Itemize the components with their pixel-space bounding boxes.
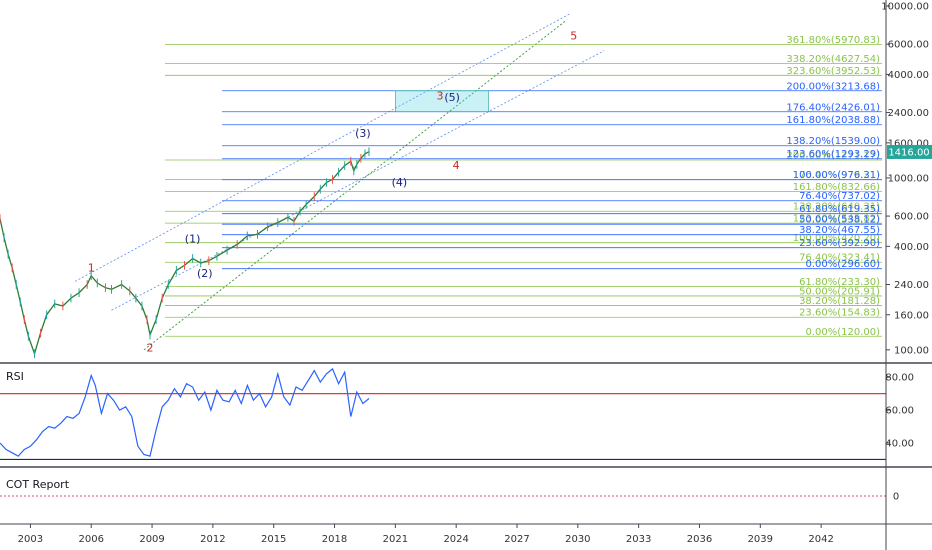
price-axis-label: 600.00: [894, 212, 929, 223]
time-axis-label: 2030: [565, 534, 590, 545]
fib-level-label: 38.20%(467.55): [799, 225, 880, 236]
time-axis-label: 2042: [808, 534, 833, 545]
fib-level-label: 123.60%(545.82): [793, 214, 880, 225]
price-axis-label: 1600.00: [888, 138, 929, 149]
price-axis-label: 1000.00: [888, 173, 929, 184]
wave-label: 1: [88, 262, 95, 275]
last-price-value: 1416.00: [888, 147, 929, 158]
cot-pane[interactable]: COT Report 0: [0, 478, 932, 525]
fib-level-label: 161.80%(832.66): [793, 182, 880, 193]
price-axis-label: 240.00: [894, 280, 929, 291]
time-axis-label: 2012: [200, 534, 225, 545]
price-axis[interactable]: 10000.00 6000.00 4000.00 2400.00 1600.00 1000…: [881, 0, 932, 550]
fib-level-label: 123.60%(1293.29): [786, 149, 880, 160]
wave-label: (3): [355, 127, 371, 140]
time-axis-label: 2006: [79, 534, 104, 545]
price-axis-label: 10000.00: [881, 2, 929, 13]
cot-axis-label: 0: [893, 492, 899, 503]
fib-level-label: 0.00%(120.00): [805, 327, 880, 338]
time-axis-label: 2003: [18, 534, 43, 545]
wave-label: 2: [147, 341, 154, 354]
fib-level-label: 0.00%(296.60): [805, 259, 880, 270]
fib-level-label: 100.00%(976.31): [793, 170, 880, 181]
fib-level-label: 61.80%(619.35): [799, 204, 880, 215]
fib-level-label: 361.80%(5970.83): [786, 35, 880, 46]
fib-level-label: 61.80%(233.30): [799, 277, 880, 288]
fib-level-label: 23.60%(392.90): [799, 238, 880, 249]
price-axis-label: 2400.00: [888, 108, 929, 119]
time-axis-label: 2036: [687, 534, 712, 545]
fib-level-label: 200.00%(1271.17): [786, 151, 880, 162]
rsi-line: [0, 367, 370, 457]
fib-level-label: 138.20%(1539.00): [786, 136, 880, 147]
fib-level-label: 50.00%(538.12): [799, 215, 880, 226]
fib-level-label: 50.00%(205.91): [799, 286, 880, 297]
fib-level-label: 176.40%(2426.01): [786, 102, 880, 113]
fib-level-label: 76.40%(737.02): [799, 191, 880, 202]
fib-level-label: 76.40%(323.41): [799, 253, 880, 264]
fib-level-label: 323.60%(3952.53): [786, 66, 880, 77]
time-axis-label: 2021: [383, 534, 408, 545]
wave-label: 3: [436, 90, 443, 103]
wave-label: (2): [197, 267, 213, 280]
price-axis-label: 400.00: [894, 242, 929, 253]
time-axis-label: 2039: [748, 534, 773, 545]
time-axis-label: 2015: [261, 534, 286, 545]
fib-level-label: 23.60%(154.83): [799, 308, 880, 319]
fib-level-label: 161.80%(2038.88): [786, 115, 880, 126]
rsi-title: RSI: [6, 370, 24, 383]
time-axis[interactable]: 2003 2006 2009 2012 2015 2018 2021 2024 2027 2030…: [18, 524, 834, 545]
time-axis-label: 2018: [322, 534, 347, 545]
rsi-axis-label: 40.00: [885, 438, 914, 449]
wave-label: 5: [570, 29, 577, 42]
last-price-tag: [887, 144, 932, 159]
fib-level-label: 176.40%(979.21): [793, 170, 880, 181]
target-zone-box: [395, 90, 489, 113]
rsi-axis-label: 60.00: [885, 406, 914, 417]
cot-title: COT Report: [6, 478, 70, 491]
rsi-axis-label: 80.00: [885, 373, 914, 384]
wave-label: 4: [453, 159, 460, 172]
fib-level-label: 100.00%(420.20): [793, 233, 880, 244]
fib-level-label: 138.20%(640.31): [793, 202, 880, 213]
wave-label: (5): [444, 91, 460, 104]
price-axis-label: 6000.00: [888, 40, 929, 51]
rsi-pane[interactable]: RSI 80.00 60.00 40.00: [0, 367, 932, 468]
time-axis-label: 2009: [139, 534, 164, 545]
wave-label: (4): [392, 176, 408, 189]
time-axis-label: 2024: [443, 534, 468, 545]
price-axis-label: 160.00: [894, 310, 929, 321]
wave-label: (1): [185, 233, 201, 246]
fib-level-label: 338.20%(4627.54): [786, 54, 880, 65]
price-axis-label: 4000.00: [888, 70, 929, 81]
trend-channel-line: [111, 50, 605, 311]
trend-channel-line: [74, 13, 570, 282]
fib-level-label: 38.20%(181.28): [799, 296, 880, 307]
time-axis-label: 2033: [626, 534, 651, 545]
price-axis-label: 100.00: [894, 345, 929, 356]
fib-level-label: 200.00%(3213.68): [786, 81, 880, 92]
time-axis-label: 2027: [504, 534, 529, 545]
